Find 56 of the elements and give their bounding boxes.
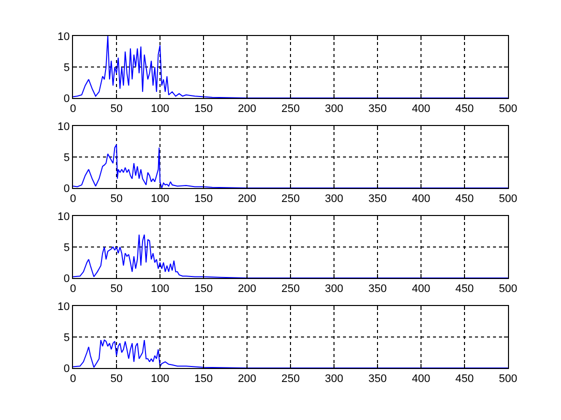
- x-tick-label: 350: [368, 283, 387, 296]
- line-series: [73, 144, 508, 188]
- x-tick-label: 100: [150, 103, 170, 116]
- x-tick-label: 500: [498, 283, 518, 296]
- x-tick-label: 300: [324, 283, 344, 296]
- x-tick-label: 500: [498, 103, 518, 116]
- x-tick-label: 450: [455, 193, 474, 206]
- y-tick-label: 5: [64, 242, 70, 254]
- y-tick-label: 0: [64, 92, 70, 105]
- line-series: [73, 36, 508, 98]
- x-tick-label: 500: [498, 373, 518, 386]
- x-tick-label: 300: [324, 193, 344, 206]
- x-tick-label: 500: [498, 193, 518, 206]
- x-tick-label: 300: [324, 373, 344, 386]
- x-tick-label: 100: [150, 373, 170, 386]
- x-tick-label: 350: [368, 373, 387, 386]
- y-tick-label: 0: [64, 272, 70, 285]
- x-tick-label: 450: [455, 103, 474, 116]
- x-tick-label: 200: [238, 283, 256, 296]
- x-tick-label: 400: [412, 283, 430, 296]
- x-tick-label: 300: [324, 103, 344, 116]
- y-tick-label: 5: [64, 332, 70, 344]
- x-tick-label: 350: [368, 193, 387, 206]
- line-series: [73, 340, 508, 368]
- x-tick-label: 100: [150, 193, 170, 206]
- x-tick-label: 350: [368, 103, 387, 116]
- x-tick-label: 200: [238, 193, 256, 206]
- x-tick-label: 50: [110, 193, 123, 206]
- x-tick-label: 400: [412, 373, 430, 386]
- x-tick-label: 150: [194, 193, 213, 206]
- x-tick-label: 200: [238, 373, 256, 386]
- y-tick-label: 5: [64, 62, 70, 74]
- x-tick-label: 150: [194, 373, 213, 386]
- y-tick-label: 0: [64, 362, 70, 375]
- y-tick-label: 10: [58, 120, 70, 133]
- x-tick-label: 50: [110, 283, 123, 296]
- y-tick-label: 10: [58, 300, 70, 313]
- x-tick-label: 250: [281, 373, 300, 386]
- x-tick-label: 450: [455, 283, 474, 296]
- y-tick-label: 10: [58, 210, 70, 223]
- x-tick-label: 250: [281, 103, 300, 116]
- y-tick-label: 10: [58, 30, 70, 43]
- y-tick-label: 5: [64, 152, 70, 164]
- x-tick-label: 200: [238, 103, 256, 116]
- line-series: [73, 234, 508, 278]
- x-tick-label: 50: [110, 373, 123, 386]
- x-tick-label: 150: [194, 103, 213, 116]
- x-tick-label: 250: [281, 283, 300, 296]
- x-tick-label: 400: [412, 193, 430, 206]
- x-tick-label: 100: [150, 283, 170, 296]
- x-tick-label: 50: [110, 103, 123, 116]
- x-tick-label: 400: [412, 103, 430, 116]
- x-tick-label: 250: [281, 193, 300, 206]
- y-tick-label: 0: [64, 182, 70, 195]
- x-tick-label: 450: [455, 373, 474, 386]
- x-tick-label: 150: [194, 283, 213, 296]
